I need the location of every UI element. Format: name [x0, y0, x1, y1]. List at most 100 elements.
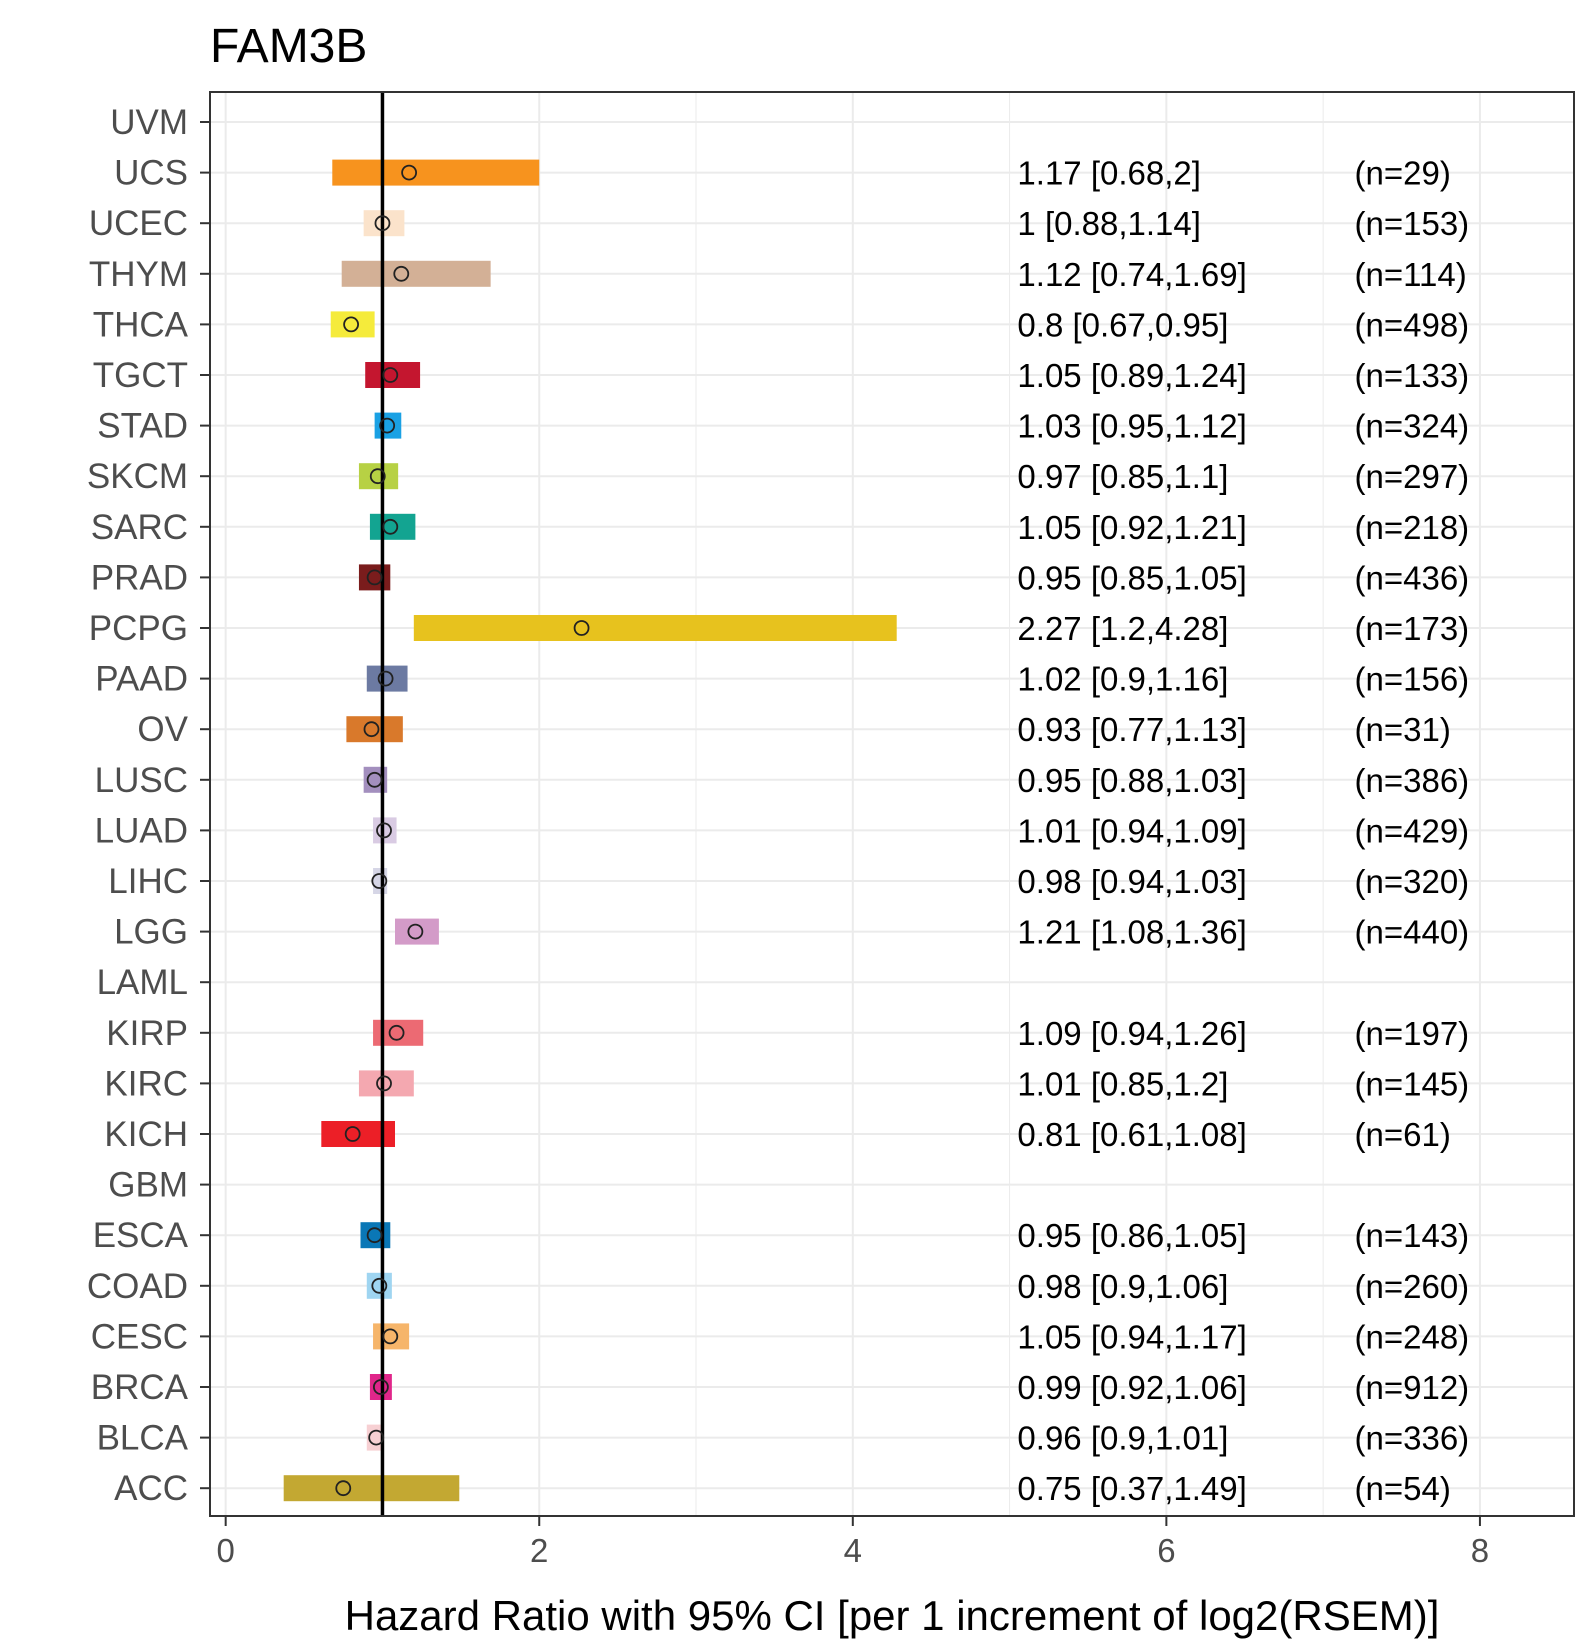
ci-bar-pcpg [413, 615, 897, 641]
hr-point-blca [368, 1429, 385, 1446]
y-label-kirc: KIRC [104, 1064, 188, 1103]
n-text-lgg: (n=440) [1355, 914, 1470, 951]
ci-bar-esca [360, 1222, 391, 1249]
hr-point-ucec [374, 215, 391, 232]
n-text-ucs: (n=29) [1355, 155, 1451, 192]
hr-text-luad: 1.01 [0.94,1.09] [1017, 812, 1246, 849]
hr-point-lgg [407, 923, 424, 940]
hr-point-pcpg [573, 620, 590, 636]
hr-point-cesc [382, 1328, 399, 1345]
ci-bar-ucs [332, 159, 540, 186]
hr-text-esca: 0.95 [0.86,1.05] [1017, 1217, 1246, 1254]
hr-point-paad [377, 670, 394, 687]
n-text-skcm: (n=297) [1355, 458, 1470, 495]
y-label-blca: BLCA [97, 1419, 189, 1458]
plot-panel-background [210, 92, 1574, 1516]
x-axis-ticks: 0 2 4 6 8 [216, 1516, 1489, 1569]
hr-text-ucs: 1.17 [0.68,2] [1017, 155, 1200, 192]
hr-text-stad: 1.03 [0.95,1.12] [1017, 408, 1246, 445]
hr-point-tgct [382, 367, 399, 383]
x-tick-label-0: 0 [216, 1532, 234, 1569]
ci-bar-kirc [358, 1070, 414, 1097]
y-label-lgg: LGG [114, 913, 188, 952]
n-text-pcpg: (n=173) [1355, 610, 1470, 647]
hr-text-tgct: 1.05 [0.89,1.24] [1017, 357, 1246, 394]
hr-text-sarc: 1.05 [0.92,1.21] [1017, 509, 1246, 546]
y-label-sarc: SARC [91, 508, 188, 547]
hr-text-kirp: 1.09 [0.94,1.26] [1017, 1015, 1246, 1052]
n-text-brca: (n=912) [1355, 1369, 1470, 1406]
ci-bar-cesc [373, 1323, 410, 1350]
y-label-ucec: UCEC [89, 204, 188, 243]
n-text-kich: (n=61) [1355, 1116, 1451, 1153]
ci-bar-lihc [373, 868, 388, 894]
sample-size-column: (n=29) (n=153) (n=114) (n=498) (n=133) (n=324… [1355, 155, 1470, 1508]
n-text-sarc: (n=218) [1355, 509, 1470, 546]
hr-point-ucs [401, 164, 418, 181]
hr-text-pcpg: 2.27 [1.2,4.28] [1017, 610, 1228, 647]
n-text-paad: (n=156) [1355, 661, 1470, 698]
y-label-cesc: CESC [91, 1317, 188, 1356]
y-label-lusc: LUSC [95, 761, 188, 800]
n-text-lihc: (n=320) [1355, 863, 1470, 900]
y-label-acc: ACC [114, 1469, 188, 1508]
n-text-prad: (n=436) [1355, 559, 1470, 596]
n-text-luad: (n=429) [1355, 812, 1470, 849]
y-label-pcpg: PCPG [89, 609, 188, 648]
hr-text-kirc: 1.01 [0.85,1.2] [1017, 1065, 1228, 1102]
hr-point-kich [344, 1126, 361, 1142]
ci-bar-ov [346, 716, 403, 743]
ci-bar-sarc [369, 513, 416, 540]
y-axis-ticks [200, 121, 210, 1490]
y-label-laml: LAML [97, 963, 188, 1002]
hr-text-ov: 0.93 [0.77,1.13] [1017, 711, 1246, 748]
ci-bars [283, 159, 897, 1502]
n-text-stad: (n=324) [1355, 408, 1470, 445]
hr-text-lgg: 1.21 [1.08,1.36] [1017, 914, 1246, 951]
hr-point-stad [379, 417, 396, 434]
n-text-acc: (n=54) [1355, 1470, 1451, 1507]
y-label-esca: ESCA [93, 1216, 189, 1255]
y-axis-labels: UVM UCS UCEC THYM THCA TGCT STAD SKCM SARC PRAD PC… [87, 103, 189, 1508]
y-label-coad: COAD [87, 1267, 188, 1306]
hr-point-thym [393, 265, 410, 282]
y-label-kirp: KIRP [106, 1014, 188, 1053]
hr-text-lihc: 0.98 [0.94,1.03] [1017, 863, 1246, 900]
hr-text-coad: 0.98 [0.9,1.06] [1017, 1268, 1228, 1305]
x-tick-label-2: 2 [530, 1532, 548, 1569]
x-tick-label-4: 4 [844, 1532, 862, 1569]
n-text-thym: (n=114) [1355, 256, 1467, 293]
n-text-ov: (n=31) [1355, 711, 1451, 748]
y-label-tgct: TGCT [93, 356, 188, 395]
ci-bar-luad [373, 817, 397, 844]
hr-point-prad [366, 569, 383, 586]
hr-point-brca [372, 1379, 389, 1395]
y-label-ov: OV [137, 710, 188, 749]
x-axis-title: Hazard Ratio with 95% CI [per 1 incremen… [345, 1592, 1440, 1639]
n-text-coad: (n=260) [1355, 1268, 1470, 1305]
n-text-kirp: (n=197) [1355, 1015, 1470, 1052]
n-text-ucec: (n=153) [1355, 205, 1470, 242]
hr-text-brca: 0.99 [0.92,1.06] [1017, 1369, 1246, 1406]
y-label-skcm: SKCM [87, 457, 188, 496]
hr-point-esca [366, 1227, 383, 1244]
hr-text-lusc: 0.95 [0.88,1.03] [1017, 762, 1246, 799]
hr-text-thca: 0.8 [0.67,0.95] [1017, 306, 1228, 343]
hr-point-lihc [371, 873, 388, 889]
hr-points [335, 164, 590, 1497]
hr-text-paad: 1.02 [0.9,1.16] [1017, 661, 1228, 698]
x-tick-label-8: 8 [1471, 1532, 1489, 1569]
hr-text-thym: 1.12 [0.74,1.69] [1017, 256, 1246, 293]
ci-bar-thym [341, 260, 491, 287]
y-label-lihc: LIHC [108, 862, 188, 901]
hr-text-cesc: 1.05 [0.94,1.17] [1017, 1318, 1246, 1355]
ci-bar-tgct [365, 362, 421, 388]
plot-panel-border [209, 91, 1575, 1517]
y-label-thym: THYM [89, 255, 188, 294]
ci-bar-prad [358, 564, 391, 591]
hr-text-ucec: 1 [0.88,1.14] [1017, 205, 1200, 242]
y-label-ucs: UCS [114, 154, 188, 193]
n-text-cesc: (n=248) [1355, 1318, 1470, 1355]
hr-point-acc [335, 1480, 352, 1497]
